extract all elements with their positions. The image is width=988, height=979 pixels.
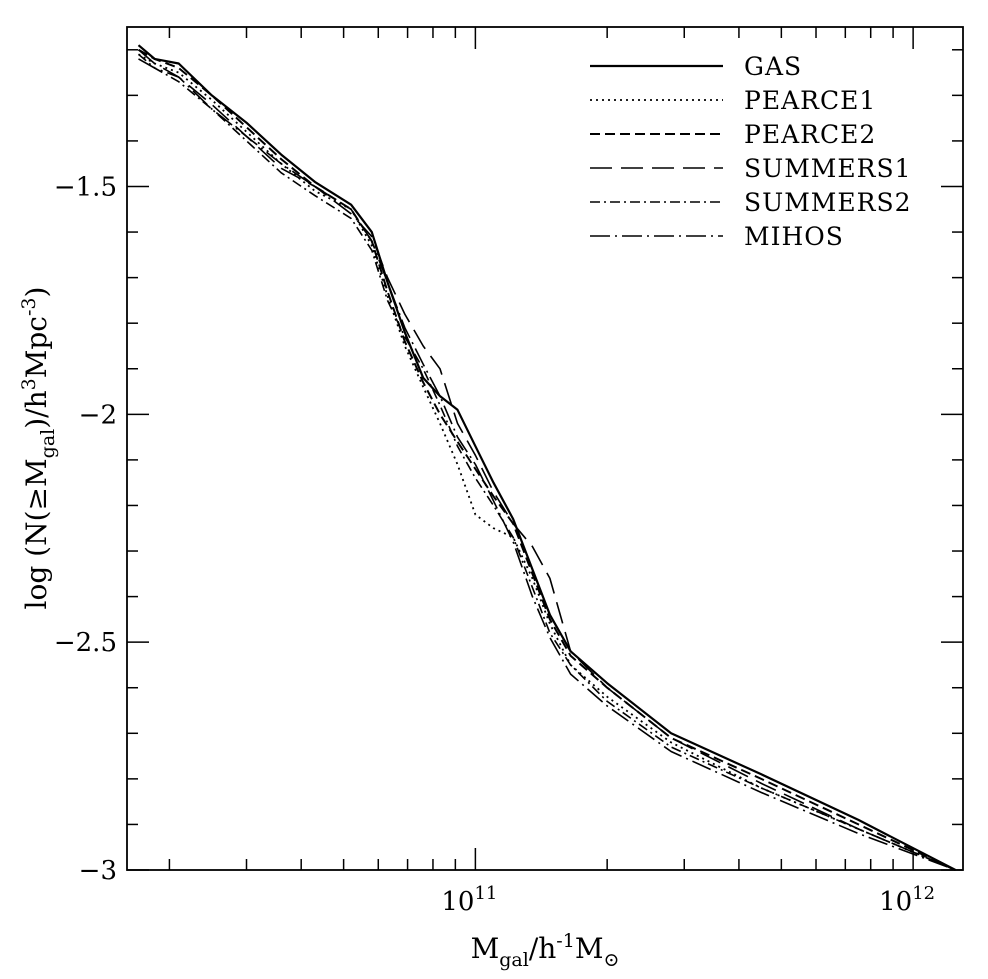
series-line-summers2 [137,53,956,871]
legend-label: SUMMERS1 [744,154,912,183]
series-group [137,44,957,871]
legend-label: MIHOS [744,222,844,251]
x-axis-label: Mgal/h-1M⊙ [471,930,620,971]
axis-ticks [127,27,963,871]
legend-label: PEARCE1 [744,86,876,115]
series-line-pearce1 [138,53,956,871]
series-line-mihos [138,58,956,871]
x-tick-label: 1012 [879,883,935,917]
legend-label: GAS [744,52,802,81]
y-tick-label: −3 [79,856,117,886]
y-tick-label: −1.5 [54,172,117,202]
plot-frame [126,26,964,871]
tick-labels: −1.5 −2 −2.5 −3 1011 1012 [54,172,935,917]
y-tick-label: −2.5 [54,628,117,658]
x-tick-label: 1011 [441,883,497,917]
legend: GAS PEARCE1 PEARCE2 SUMMERS1 SUMMERS2 MIHOS [590,52,912,251]
y-tick-label: −2 [79,400,117,430]
legend-label: SUMMERS2 [744,188,912,217]
legend-label: PEARCE2 [744,120,876,149]
series-line-gas [137,44,957,871]
y-axis-label: log (N(≥Mgal)/h3Mpc-3) [18,287,59,610]
